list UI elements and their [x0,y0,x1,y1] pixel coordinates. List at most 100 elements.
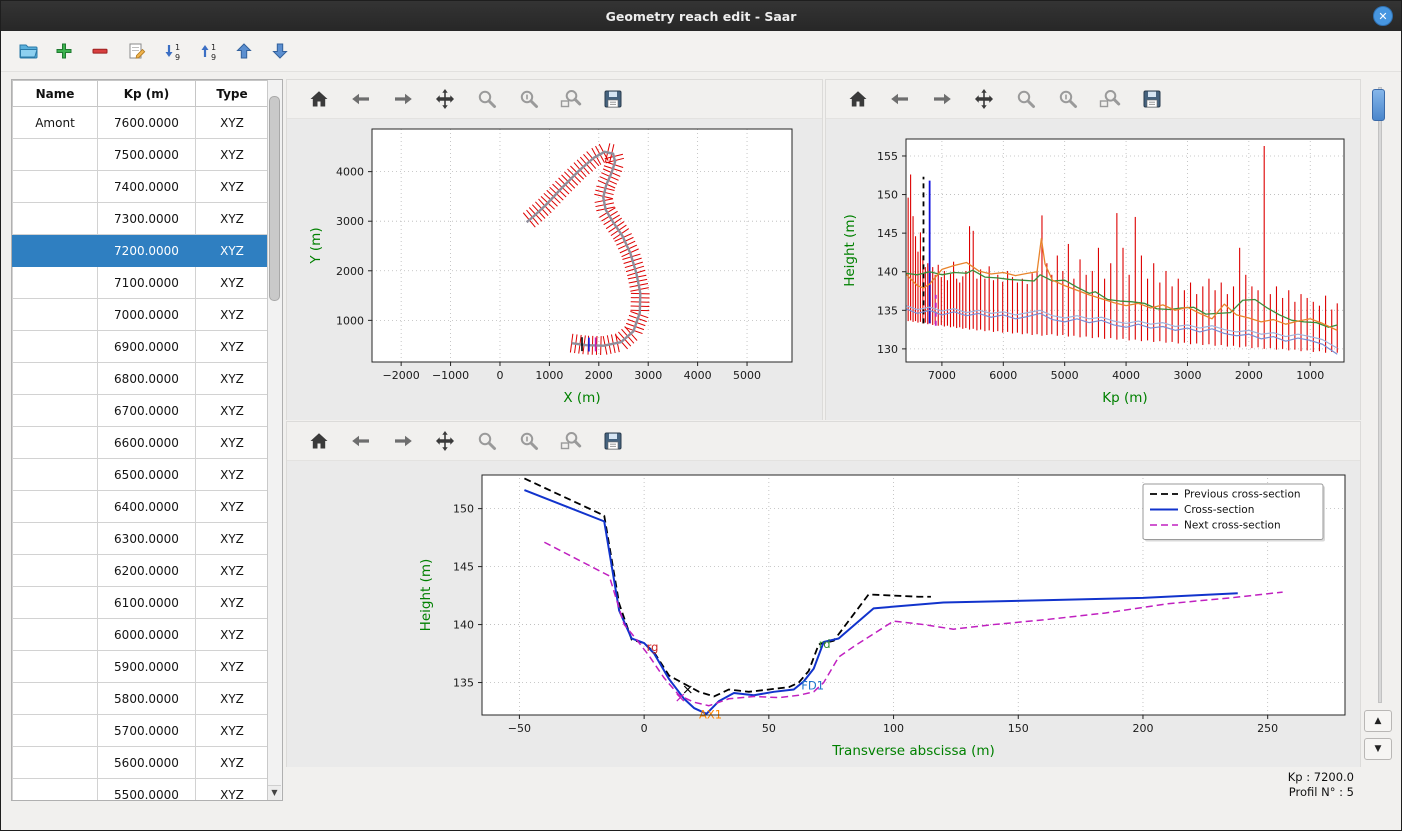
profile-slider-thumb[interactable] [1372,89,1385,121]
table-cell[interactable]: XYZ [195,394,269,427]
back-button[interactable] [347,427,375,455]
open-button[interactable] [15,38,41,64]
home-button[interactable] [305,427,333,455]
move-down-button[interactable] [267,38,293,64]
table-cell[interactable]: 6600.0000 [97,426,196,459]
table-row[interactable]: 7100.0000 XYZ [12,266,269,299]
profile-slider-track[interactable] [1378,87,1382,703]
table-cell[interactable] [12,714,98,747]
table-cell[interactable]: 5800.0000 [97,682,196,715]
table-row[interactable]: 7000.0000 XYZ [12,298,269,331]
table-cell[interactable] [12,298,98,331]
table-scroll-down-button[interactable]: ▼ [268,785,281,800]
table-cell[interactable] [12,618,98,651]
table-cell[interactable]: XYZ [195,490,269,523]
table-row[interactable]: 6700.0000 XYZ [12,394,269,427]
table-cell[interactable]: 7500.0000 [97,138,196,171]
home-button[interactable] [305,85,333,113]
table-cell[interactable]: 7600.0000 [97,106,196,139]
pan-button[interactable] [431,85,459,113]
zoom-rect-button[interactable] [1096,85,1124,113]
table-row[interactable]: 6100.0000 XYZ [12,586,269,619]
profile-down-button[interactable]: ▼ [1364,738,1392,760]
table-cell[interactable]: XYZ [195,330,269,363]
subplots-button[interactable] [1054,85,1082,113]
table-cell[interactable]: XYZ [195,586,269,619]
profile-up-button[interactable]: ▲ [1364,710,1392,732]
subplots-button[interactable] [515,427,543,455]
table-cell[interactable]: 5600.0000 [97,746,196,779]
pan-button[interactable] [970,85,998,113]
table-cell[interactable]: 6200.0000 [97,554,196,587]
table-cell[interactable] [12,554,98,587]
table-row[interactable]: 6300.0000 XYZ [12,522,269,555]
table-row[interactable]: 6500.0000 XYZ [12,458,269,491]
table-cell[interactable]: 6300.0000 [97,522,196,555]
plan-view-chart[interactable]: −2000 −1000 0 1000 2000 3000 4000 5000 1000 2000 3… [287,119,822,420]
table-cell[interactable]: XYZ [195,362,269,395]
table-cell[interactable]: 7100.0000 [97,266,196,299]
close-button[interactable]: ✕ [1373,6,1393,26]
column-header-type[interactable]: Type [195,80,269,107]
table-row[interactable]: 7200.0000 XYZ [12,234,269,267]
table-cell[interactable]: XYZ [195,298,269,331]
table-cell[interactable]: 6100.0000 [97,586,196,619]
table-cell[interactable]: XYZ [195,266,269,299]
column-header-kp[interactable]: Kp (m) [97,80,196,107]
table-cell[interactable] [12,362,98,395]
table-cell[interactable]: XYZ [195,458,269,491]
zoom-button[interactable] [473,427,501,455]
table-cell[interactable]: 7200.0000 [97,234,196,267]
table-cell[interactable] [12,234,98,267]
table-cell[interactable]: XYZ [195,682,269,715]
table-cell[interactable]: XYZ [195,714,269,747]
table-cell[interactable]: 7300.0000 [97,202,196,235]
table-cell[interactable]: XYZ [195,170,269,203]
table-row[interactable]: 5900.0000 XYZ [12,650,269,683]
table-cell[interactable]: 5700.0000 [97,714,196,747]
column-header-name[interactable]: Name [12,80,98,107]
table-cell[interactable] [12,458,98,491]
save-button[interactable] [599,427,627,455]
table-row[interactable]: 6000.0000 XYZ [12,618,269,651]
table-cell[interactable]: XYZ [195,202,269,235]
table-cell[interactable]: XYZ [195,522,269,555]
forward-button[interactable] [928,85,956,113]
table-row[interactable]: 6600.0000 XYZ [12,426,269,459]
table-cell[interactable] [12,394,98,427]
save-button[interactable] [1138,85,1166,113]
zoom-rect-button[interactable] [557,427,585,455]
table-cell[interactable]: XYZ [195,650,269,683]
titlebar[interactable]: Geometry reach edit - Saar ✕ [1,1,1401,31]
cross-section-chart[interactable]: −50 0 50 100 150 200 250 135 140 145 150 rg rd FD1 AX1… [287,461,1360,767]
table-cell[interactable]: 6800.0000 [97,362,196,395]
table-cell[interactable] [12,202,98,235]
table-cell[interactable]: XYZ [195,554,269,587]
table-scrollbar[interactable]: ▼ [267,80,282,800]
home-button[interactable] [844,85,872,113]
add-button[interactable] [51,38,77,64]
table-cell[interactable]: 6400.0000 [97,490,196,523]
table-cell[interactable]: XYZ [195,426,269,459]
table-row[interactable]: 7400.0000 XYZ [12,170,269,203]
table-row[interactable]: 5600.0000 XYZ [12,746,269,779]
forward-button[interactable] [389,85,417,113]
move-up-button[interactable] [231,38,257,64]
table-row[interactable]: 5500.0000 XYZ [12,778,269,800]
table-cell[interactable]: XYZ [195,618,269,651]
back-button[interactable] [347,85,375,113]
zoom-rect-button[interactable] [557,85,585,113]
edit-button[interactable] [123,38,149,64]
table-cell[interactable] [12,650,98,683]
table-cell[interactable] [12,426,98,459]
delete-button[interactable] [87,38,113,64]
table-cell[interactable] [12,522,98,555]
save-button[interactable] [599,85,627,113]
table-cell[interactable]: XYZ [195,746,269,779]
table-cell[interactable]: 7000.0000 [97,298,196,331]
back-button[interactable] [886,85,914,113]
table-cell[interactable]: Amont [12,106,98,139]
table-scrollbar-thumb[interactable] [269,96,280,301]
